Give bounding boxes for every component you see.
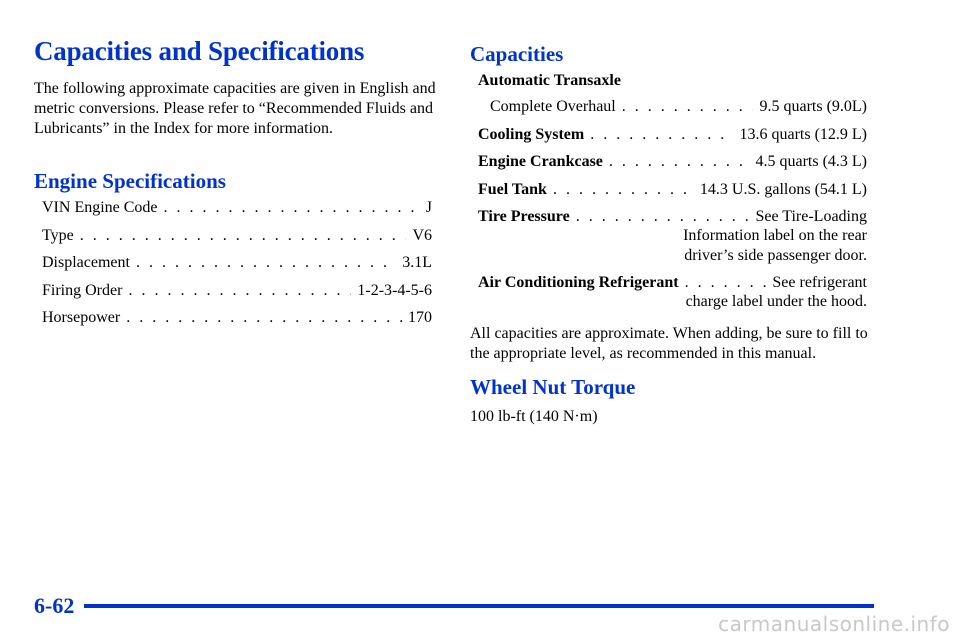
capacities-list: Automatic Transaxle Complete Overhaul 9.… bbox=[478, 72, 867, 312]
wheel-nut-torque-heading: Wheel Nut Torque bbox=[470, 375, 636, 399]
capacity-value: See Tire-Loading bbox=[755, 208, 867, 225]
capacities-heading: Capacities bbox=[470, 42, 564, 66]
capacity-value: 14.3 U.S. gallons (54.1 L) bbox=[699, 180, 867, 198]
capacity-value: 13.6 quarts (12.9 L) bbox=[739, 125, 867, 143]
spec-label: VIN Engine Code bbox=[42, 199, 158, 216]
capacity-value-continued: charge label under the hood. bbox=[685, 293, 867, 310]
capacity-value-continued: Information label on the rear bbox=[683, 227, 867, 244]
capacity-row: Fuel Tank 14.3 U.S. gallons (54.1 L) bbox=[478, 181, 867, 199]
spec-row: Displacement 3.1L bbox=[42, 254, 432, 272]
capacity-value: See refrigerant bbox=[772, 274, 867, 291]
spec-value: J bbox=[425, 199, 432, 216]
capacity-sub-label: Complete Overhaul bbox=[490, 98, 616, 115]
spec-row: Horsepower 170 bbox=[42, 309, 432, 327]
capacity-row: Cooling System 13.6 quarts (12.9 L) bbox=[478, 126, 867, 144]
dot-leader bbox=[136, 254, 396, 272]
spec-value: 3.1L bbox=[402, 254, 432, 271]
page-title: Capacities and Specifications bbox=[34, 36, 365, 66]
capacity-label: Automatic Transaxle bbox=[478, 72, 621, 89]
dot-leader bbox=[685, 274, 767, 292]
spec-value: 1-2-3-4-5-6 bbox=[357, 281, 432, 299]
page-number: 6-62 bbox=[34, 593, 75, 618]
wheel-nut-torque-value: 100 lb-ft (140 N·m) bbox=[470, 408, 598, 425]
dot-leader bbox=[553, 181, 694, 199]
dot-leader bbox=[590, 126, 733, 144]
spec-row: VIN Engine Code J bbox=[42, 199, 432, 217]
engine-specs-heading: Engine Specifications bbox=[34, 169, 226, 193]
capacity-label: Fuel Tank bbox=[478, 180, 547, 198]
dot-leader bbox=[164, 199, 420, 217]
capacity-row: Engine Crankcase 4.5 quarts (4.3 L) bbox=[478, 153, 867, 171]
capacity-value: 9.5 quarts (9.0L) bbox=[759, 98, 867, 115]
dot-leader bbox=[622, 98, 754, 116]
capacity-label: Cooling System bbox=[478, 125, 585, 143]
capacity-label: Air Conditioning Refrigerant bbox=[478, 274, 679, 291]
capacity-value-continued: driver’s side passenger door. bbox=[684, 247, 867, 264]
dot-leader bbox=[128, 282, 351, 300]
spec-row: Firing Order 1-2-3-4-5-6 bbox=[42, 282, 432, 300]
capacity-label: Engine Crankcase bbox=[478, 153, 603, 170]
dot-leader bbox=[576, 208, 750, 226]
dot-leader bbox=[609, 153, 750, 171]
spec-label: Horsepower bbox=[42, 309, 121, 326]
dot-leader bbox=[126, 309, 402, 327]
dot-leader bbox=[80, 227, 407, 245]
footer-rule bbox=[84, 604, 874, 608]
spec-row: Type V6 bbox=[42, 227, 432, 245]
spec-label: Type bbox=[42, 226, 74, 244]
capacity-row: Complete Overhaul 9.5 quarts (9.0L) bbox=[478, 98, 867, 116]
spec-label: Displacement bbox=[42, 254, 130, 271]
spec-label: Firing Order bbox=[42, 281, 123, 299]
capacity-row: Air Conditioning Refrigerant See refrige… bbox=[478, 274, 867, 292]
intro-paragraph: The following approximate capacities are… bbox=[34, 80, 436, 137]
capacity-label: Tire Pressure bbox=[478, 208, 570, 225]
spec-value: V6 bbox=[412, 226, 432, 244]
capacity-value: 4.5 quarts (4.3 L) bbox=[755, 153, 867, 170]
watermark: carmanualsonline.info bbox=[718, 612, 950, 636]
engine-specs-list: VIN Engine Code J Type V6 Displacement 3… bbox=[42, 199, 432, 337]
capacity-row: Tire Pressure See Tire-Loading bbox=[478, 208, 867, 226]
capacities-note: All capacities are approximate. When add… bbox=[470, 325, 868, 362]
spec-value: 170 bbox=[408, 309, 432, 326]
